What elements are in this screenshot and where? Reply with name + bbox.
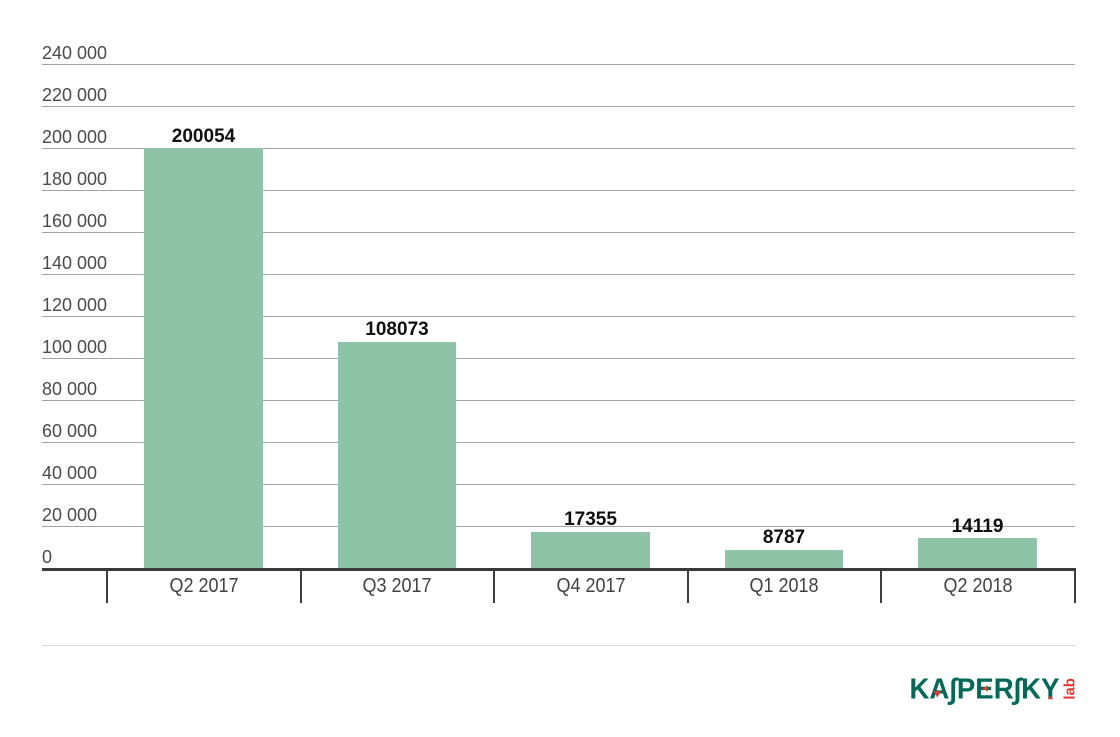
svg-text:lab: lab [1062,678,1078,700]
